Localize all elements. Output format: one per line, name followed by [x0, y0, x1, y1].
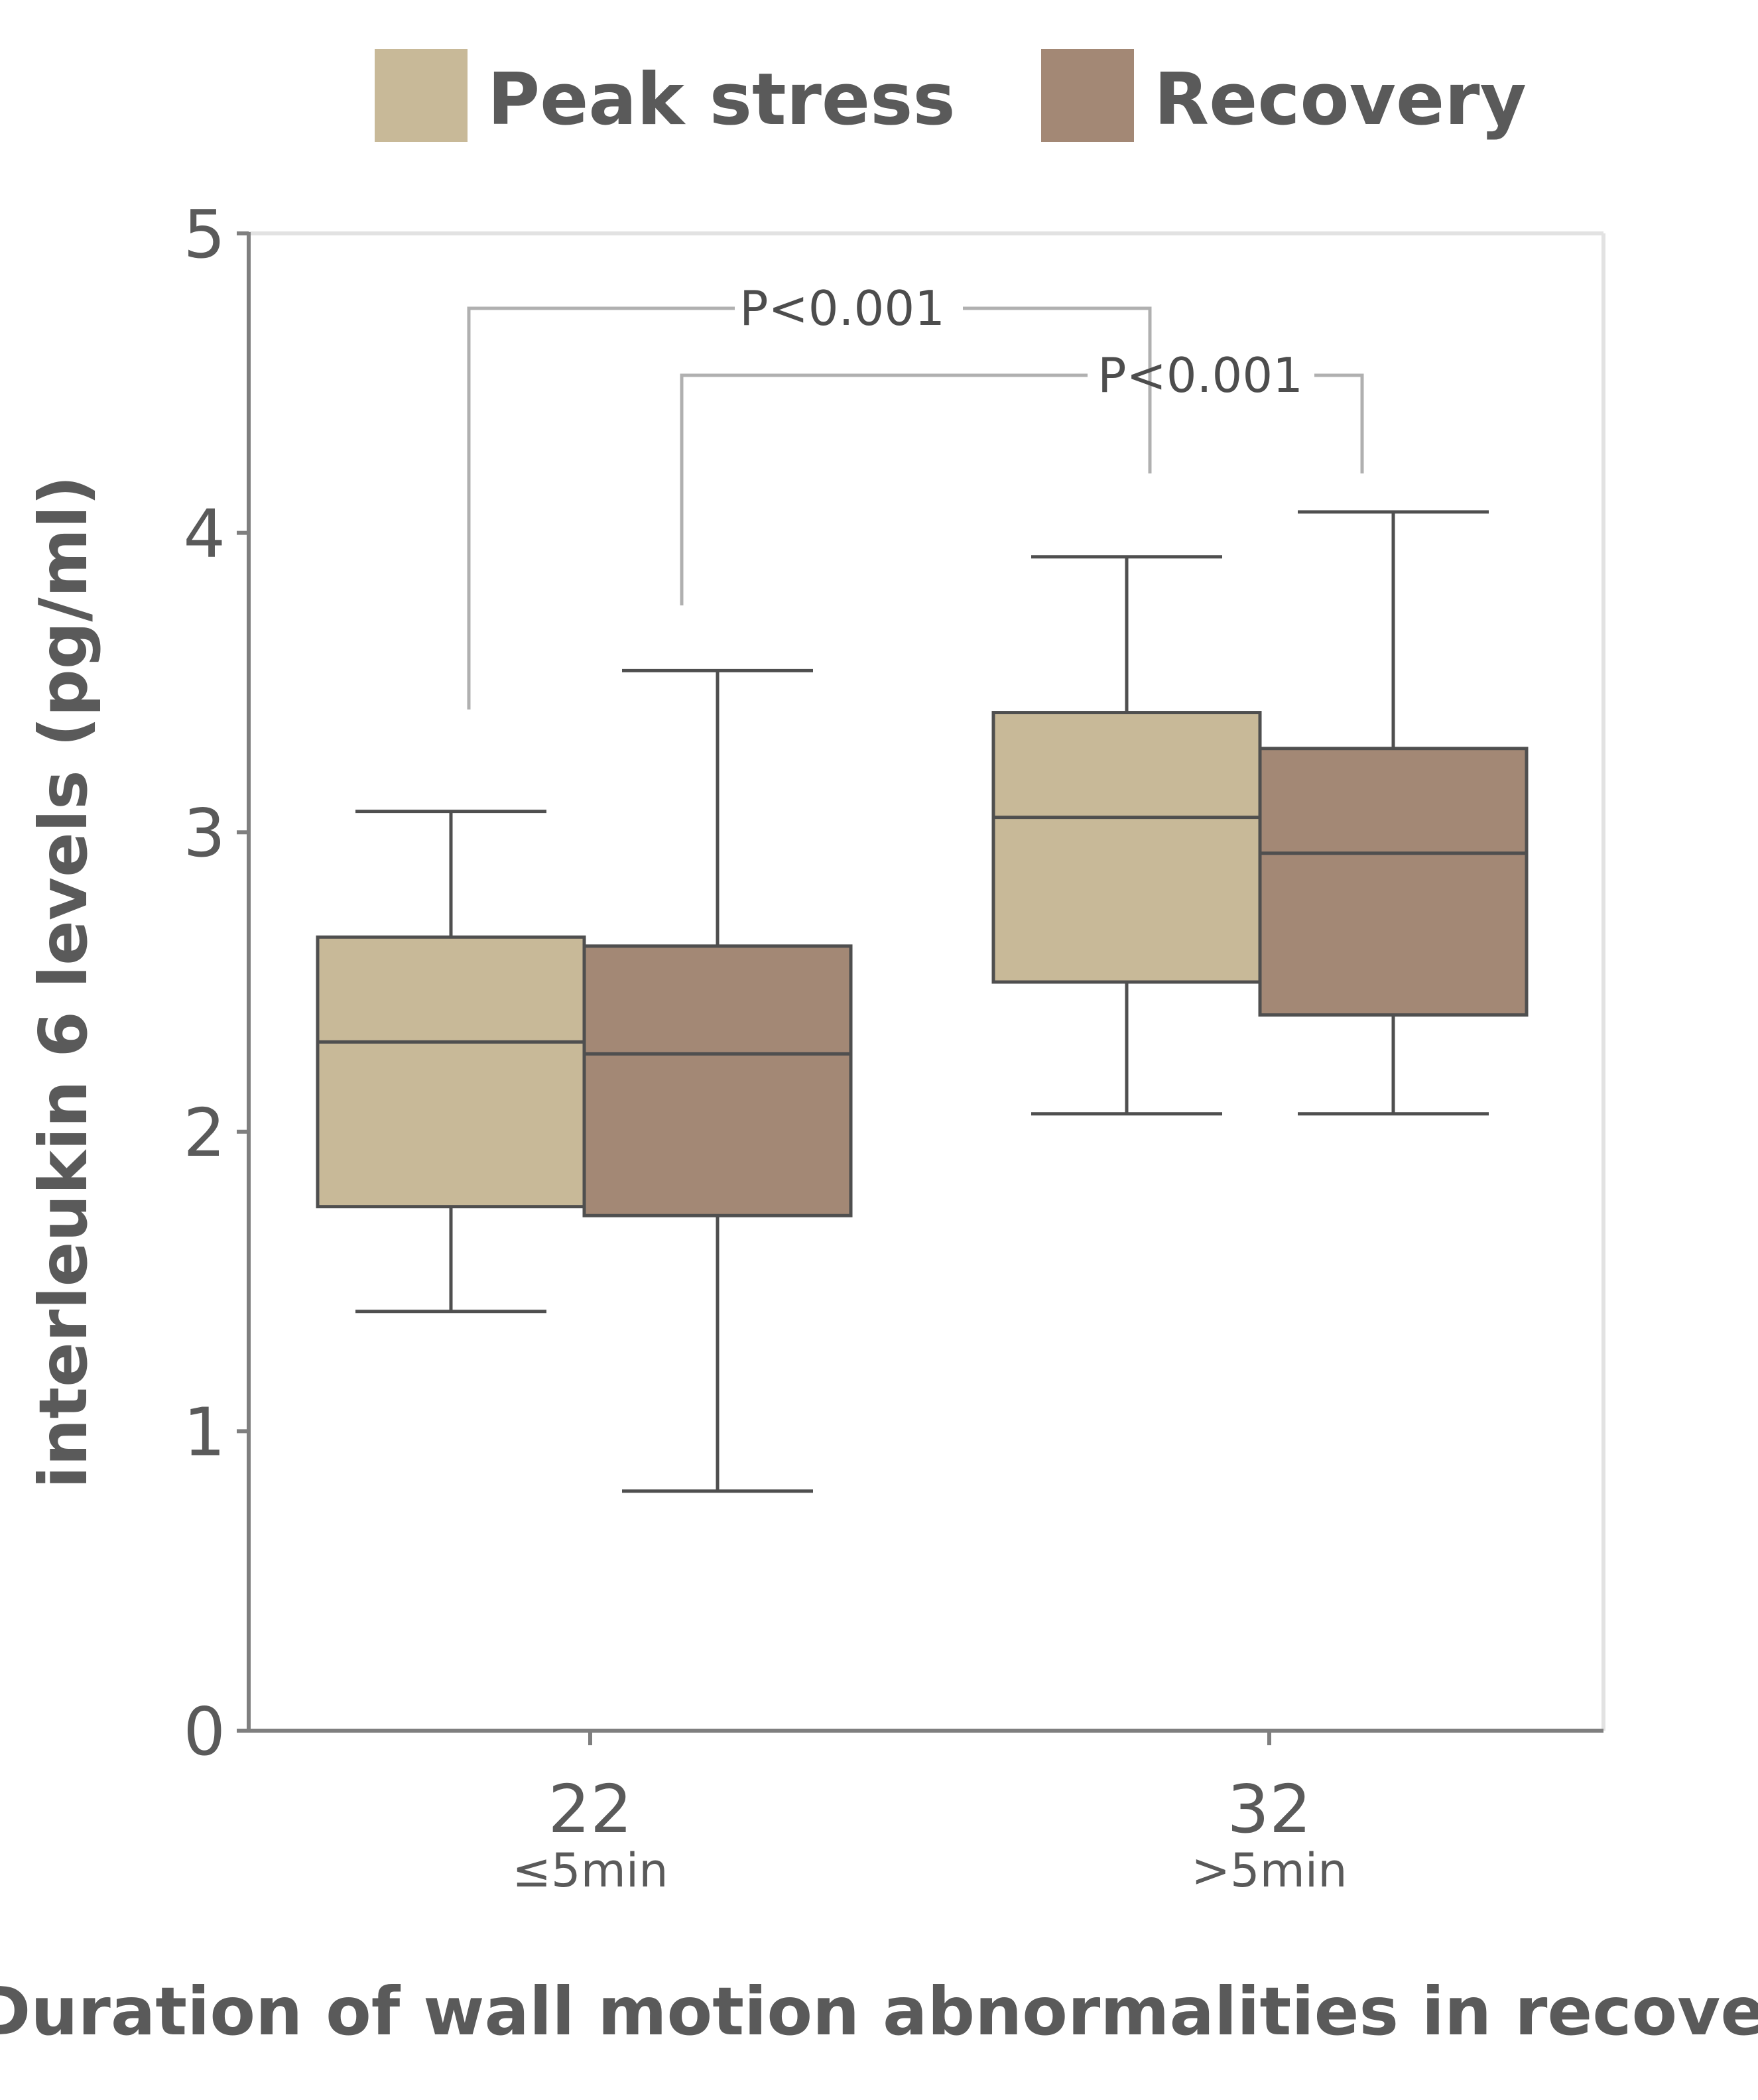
legend-swatch-peak-stress — [375, 49, 468, 142]
legend-label-recovery: Recovery — [1154, 58, 1527, 141]
box-iqr — [1258, 747, 1529, 1017]
plot-frame — [247, 231, 1605, 1733]
bracket-right — [1314, 373, 1364, 473]
x-axis-ticks: 22≤5min 32>5min — [512, 1731, 1348, 1898]
y-tick-label: 3 — [183, 794, 225, 872]
significance-brackets: P<0.001 P<0.001 — [467, 280, 1364, 710]
bracket-left — [680, 373, 1088, 605]
p-value-label: P<0.001 — [739, 280, 945, 336]
box-plot — [316, 810, 586, 1314]
y-tick-label: 0 — [183, 1693, 225, 1770]
box-plot — [582, 668, 853, 1493]
significance-bracket: P<0.001 — [680, 347, 1364, 605]
legend-swatch-recovery — [1041, 49, 1134, 142]
box-plot — [991, 555, 1262, 1116]
y-axis-ticks: 0 1 2 3 4 5 — [183, 196, 249, 1770]
x-category-sublabel: ≤5min — [512, 1843, 668, 1898]
y-tick-label: 4 — [183, 495, 225, 573]
p-value-label: P<0.001 — [1098, 347, 1303, 403]
box-iqr — [582, 944, 853, 1217]
y-tick-label: 1 — [183, 1393, 225, 1471]
legend: Peak stress Recovery — [375, 49, 1527, 142]
legend-label-peak-stress: Peak stress — [487, 58, 956, 141]
box-plots — [316, 510, 1529, 1493]
y-axis-title: interleukin 6 levels (pg/ml) — [25, 475, 102, 1489]
y-tick-label: 2 — [183, 1094, 225, 1172]
box-plot — [1258, 510, 1529, 1116]
box-iqr — [316, 935, 586, 1209]
x-category-label: 32 — [1227, 1770, 1311, 1848]
x-category-label: 22 — [548, 1770, 632, 1848]
bracket-right — [963, 306, 1152, 473]
significance-bracket: P<0.001 — [467, 280, 1152, 710]
y-tick-label: 5 — [183, 196, 225, 273]
x-category-sublabel: >5min — [1191, 1843, 1347, 1898]
x-axis-title: Duration of wall motion abnormalities in… — [0, 1973, 1758, 2050]
bracket-left — [467, 306, 735, 710]
box-iqr — [991, 711, 1262, 984]
